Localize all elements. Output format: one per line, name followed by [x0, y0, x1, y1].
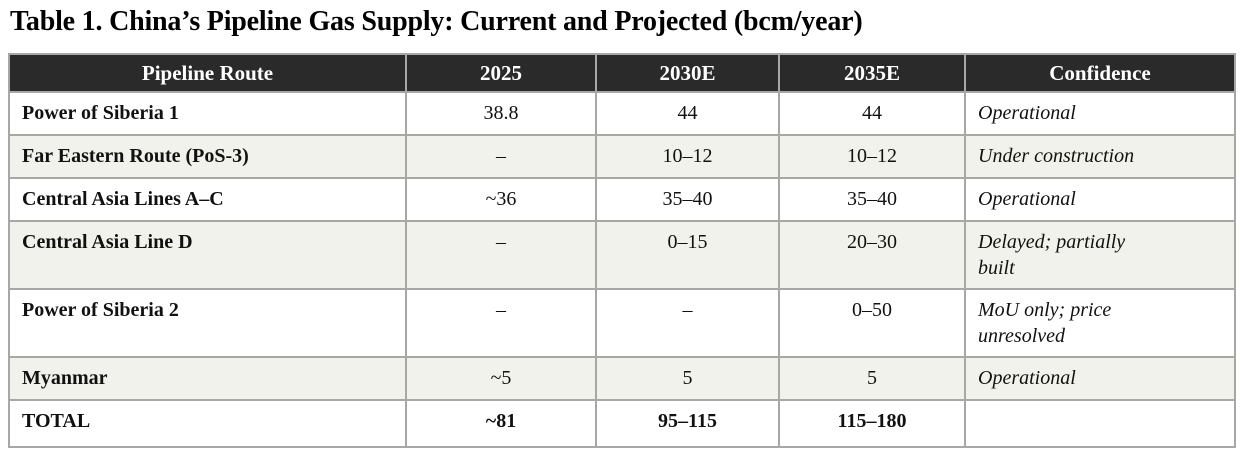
header-2025: 2025	[405, 53, 597, 93]
cell-route: TOTAL	[8, 399, 407, 448]
cell-2035e: 35–40	[778, 177, 966, 222]
cell-route: Power of Siberia 1	[8, 91, 407, 136]
cell-2030e: 10–12	[595, 134, 780, 179]
header-2030e: 2030E	[595, 53, 780, 93]
cell-2030e: 95–115	[595, 399, 780, 448]
cell-route: Central Asia Lines A–C	[8, 177, 407, 222]
header-confidence: Confidence	[964, 53, 1236, 93]
cell-2025: ~81	[405, 399, 597, 448]
cell-confidence: Operational	[964, 91, 1236, 136]
cell-2025: –	[405, 220, 597, 290]
cell-2030e: 44	[595, 91, 780, 136]
cell-confidence: MoU only; price unresolved	[964, 288, 1236, 358]
cell-confidence: Operational	[964, 356, 1236, 401]
cell-2025: –	[405, 288, 597, 358]
header-row: Pipeline Route 2025 2030E 2035E Confiden…	[8, 53, 1236, 93]
table-row-total: TOTAL ~81 95–115 115–180	[8, 399, 1236, 448]
cell-2030e: 0–15	[595, 220, 780, 290]
cell-2030e: –	[595, 288, 780, 358]
pipeline-gas-supply-table: Pipeline Route 2025 2030E 2035E Confiden…	[8, 53, 1236, 448]
table-title: Table 1. China’s Pipeline Gas Supply: Cu…	[10, 6, 863, 37]
table-row-far-eastern-route: Far Eastern Route (PoS-3) – 10–12 10–12 …	[8, 134, 1236, 179]
cell-confidence	[964, 399, 1236, 448]
cell-2035e: 5	[778, 356, 966, 401]
cell-2030e: 35–40	[595, 177, 780, 222]
cell-2035e: 0–50	[778, 288, 966, 358]
cell-route: Central Asia Line D	[8, 220, 407, 290]
cell-confidence: Operational	[964, 177, 1236, 222]
document-page: Table 1. China’s Pipeline Gas Supply: Cu…	[0, 4, 1240, 456]
cell-2035e: 10–12	[778, 134, 966, 179]
cell-2025: ~5	[405, 356, 597, 401]
cell-2030e: 5	[595, 356, 780, 401]
cell-route: Far Eastern Route (PoS-3)	[8, 134, 407, 179]
cell-2035e: 20–30	[778, 220, 966, 290]
cell-2035e: 44	[778, 91, 966, 136]
header-2035e: 2035E	[778, 53, 966, 93]
cell-2025: 38.8	[405, 91, 597, 136]
cell-2035e: 115–180	[778, 399, 966, 448]
cell-route: Power of Siberia 2	[8, 288, 407, 358]
cell-route: Myanmar	[8, 356, 407, 401]
cell-confidence: Delayed; partially built	[964, 220, 1236, 290]
table-row-myanmar: Myanmar ~5 5 5 Operational	[8, 356, 1236, 401]
table-row-power-of-siberia-2: Power of Siberia 2 – – 0–50 MoU only; pr…	[8, 288, 1236, 358]
table-row-power-of-siberia-1: Power of Siberia 1 38.8 44 44 Operationa…	[8, 91, 1236, 136]
cell-confidence: Under construction	[964, 134, 1236, 179]
cell-2025: –	[405, 134, 597, 179]
table-row-central-asia-lines-a-c: Central Asia Lines A–C ~36 35–40 35–40 O…	[8, 177, 1236, 222]
header-pipeline-route: Pipeline Route	[8, 53, 407, 93]
cell-2025: ~36	[405, 177, 597, 222]
table-row-central-asia-line-d: Central Asia Line D – 0–15 20–30 Delayed…	[8, 220, 1236, 290]
